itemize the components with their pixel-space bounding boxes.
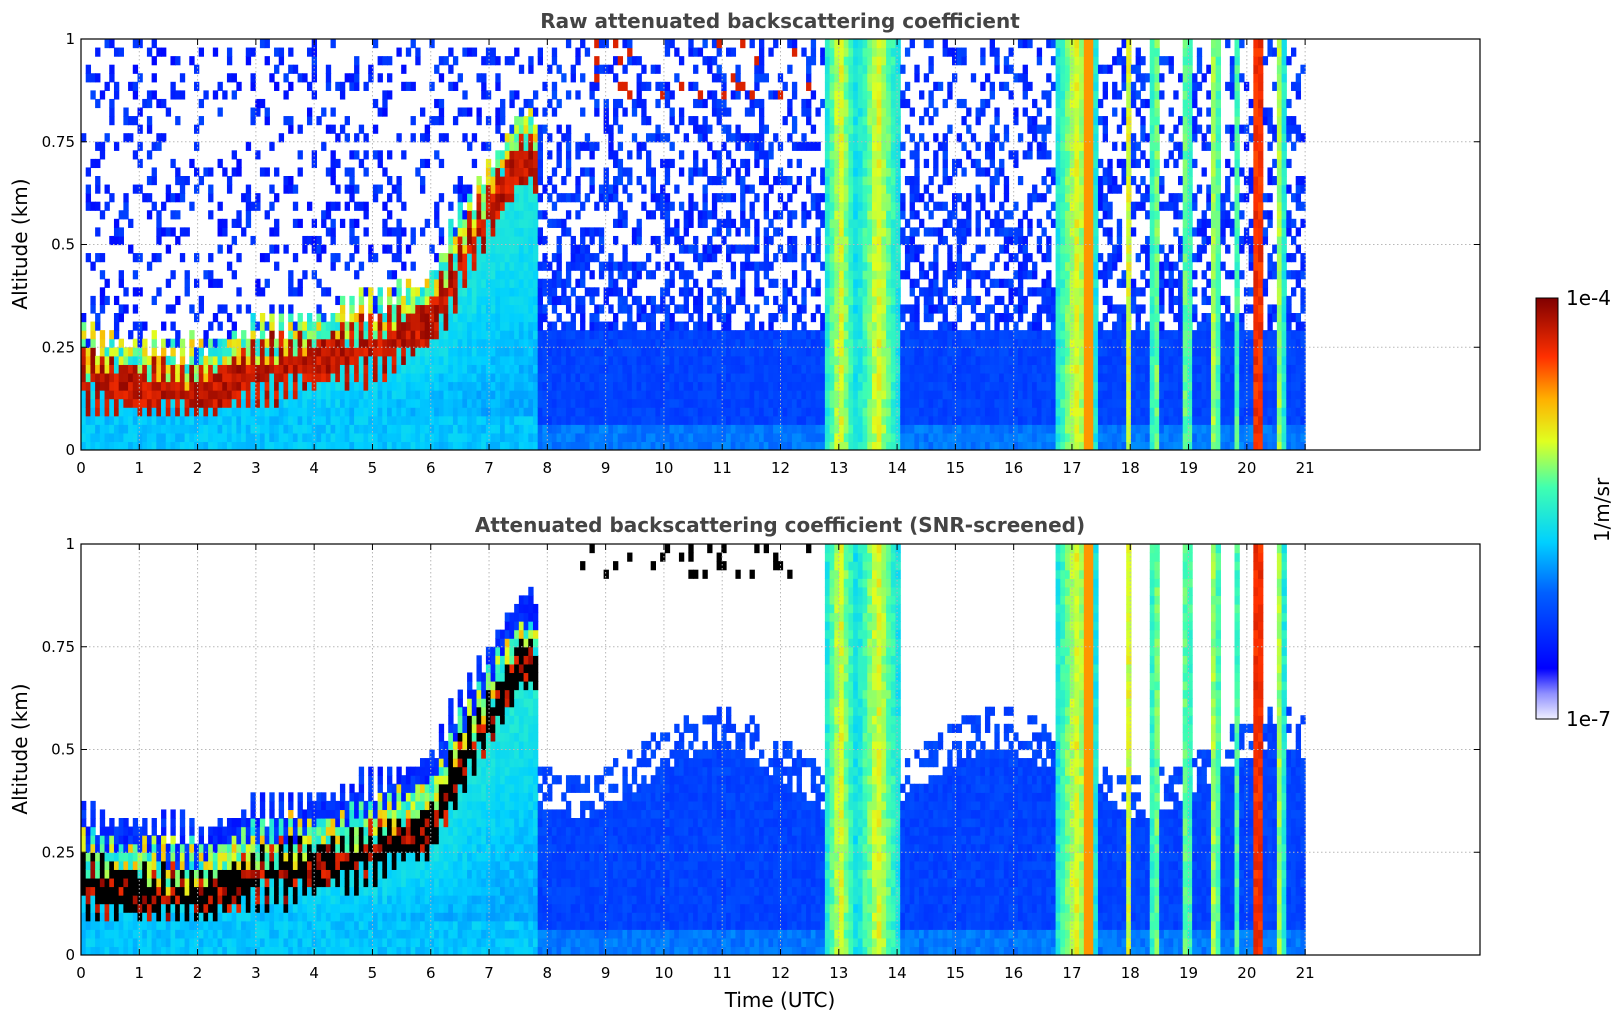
y-axis-label: Altitude (km) [8, 178, 32, 309]
axis-ticks: 0 1 2 3 4 5 6 7 8 9 10 11 12 13 14 15 16 17 18 19 20 2100.250… [42, 535, 1480, 982]
x-tick-label: 18 [1121, 459, 1140, 477]
x-tick-label: 12 [771, 459, 790, 477]
y-tick-label: 0.5 [51, 741, 75, 759]
colorbar-max-label: 1e-4 [1566, 286, 1611, 310]
x-tick-label: 12 [771, 964, 790, 982]
x-tick-label: 0 [76, 964, 86, 982]
x-tick-label: 6 [426, 964, 436, 982]
x-tick-label: 7 [484, 459, 494, 477]
x-tick-label: 15 [946, 459, 965, 477]
x-tick-label: 1 [135, 964, 145, 982]
x-tick-label: 2 [193, 964, 203, 982]
y-tick-label: 1 [65, 30, 75, 48]
heatmap [81, 39, 1306, 450]
axis-ticks: 0 1 2 3 4 5 6 7 8 9 10 11 12 13 14 15 16 17 18 19 20 2100.250… [42, 30, 1480, 477]
y-tick-label: 0.5 [51, 236, 75, 254]
y-tick-label: 0.75 [42, 133, 75, 151]
x-tick-label: 8 [543, 459, 553, 477]
heatmap [81, 544, 1306, 955]
gridlines [81, 39, 1480, 450]
panel-screened: Attenuated backscattering coefficient (S… [8, 513, 1481, 1012]
colorbar: 1e-4 1e-7 1/m/sr [1535, 286, 1614, 731]
x-tick-label: 16 [1004, 964, 1023, 982]
x-tick-label: 20 [1237, 964, 1256, 982]
y-tick-label: 0 [65, 441, 75, 459]
x-tick-label: 5 [368, 964, 378, 982]
x-tick-label: 11 [713, 964, 732, 982]
x-tick-label: 1 [135, 459, 145, 477]
x-tick-label: 17 [1062, 459, 1081, 477]
y-axis-label: Altitude (km) [8, 683, 32, 814]
y-tick-label: 1 [65, 535, 75, 553]
x-tick-label: 3 [251, 964, 261, 982]
x-tick-label: 17 [1062, 964, 1081, 982]
colorbar-min-label: 1e-7 [1566, 707, 1611, 731]
x-tick-label: 13 [829, 964, 848, 982]
x-axis-label: Time (UTC) [724, 988, 836, 1012]
x-tick-label: 3 [251, 459, 261, 477]
x-tick-label: 21 [1296, 459, 1315, 477]
gridlines [81, 544, 1480, 955]
x-tick-label: 15 [946, 964, 965, 982]
x-tick-label: 18 [1121, 964, 1140, 982]
x-tick-label: 16 [1004, 459, 1023, 477]
x-tick-label: 19 [1179, 964, 1198, 982]
x-tick-label: 6 [426, 459, 436, 477]
x-tick-label: 19 [1179, 459, 1198, 477]
x-tick-label: 5 [368, 459, 378, 477]
y-tick-label: 0.25 [42, 843, 75, 861]
x-tick-label: 11 [713, 459, 732, 477]
x-tick-label: 4 [309, 459, 319, 477]
chart-title: Attenuated backscattering coefficient (S… [475, 513, 1085, 537]
chart-title: Raw attenuated backscattering coefficien… [540, 9, 1020, 33]
x-tick-label: 10 [654, 964, 673, 982]
x-tick-label: 8 [543, 964, 553, 982]
x-tick-label: 0 [76, 459, 86, 477]
x-tick-label: 9 [601, 459, 611, 477]
x-tick-label: 21 [1296, 964, 1315, 982]
x-tick-label: 9 [601, 964, 611, 982]
y-tick-label: 0.75 [42, 638, 75, 656]
x-tick-label: 20 [1237, 459, 1256, 477]
x-tick-label: 4 [309, 964, 319, 982]
x-tick-label: 14 [888, 964, 907, 982]
x-tick-label: 14 [888, 459, 907, 477]
y-tick-label: 0.25 [42, 338, 75, 356]
colorbar-label: 1/m/sr [1590, 477, 1614, 542]
y-tick-label: 0 [65, 946, 75, 964]
x-tick-label: 2 [193, 459, 203, 477]
x-tick-label: 10 [654, 459, 673, 477]
panel-raw: Raw attenuated backscattering coefficien… [8, 9, 1481, 477]
x-tick-label: 7 [484, 964, 494, 982]
x-tick-label: 13 [829, 459, 848, 477]
colorbar-gradient [1535, 297, 1559, 720]
